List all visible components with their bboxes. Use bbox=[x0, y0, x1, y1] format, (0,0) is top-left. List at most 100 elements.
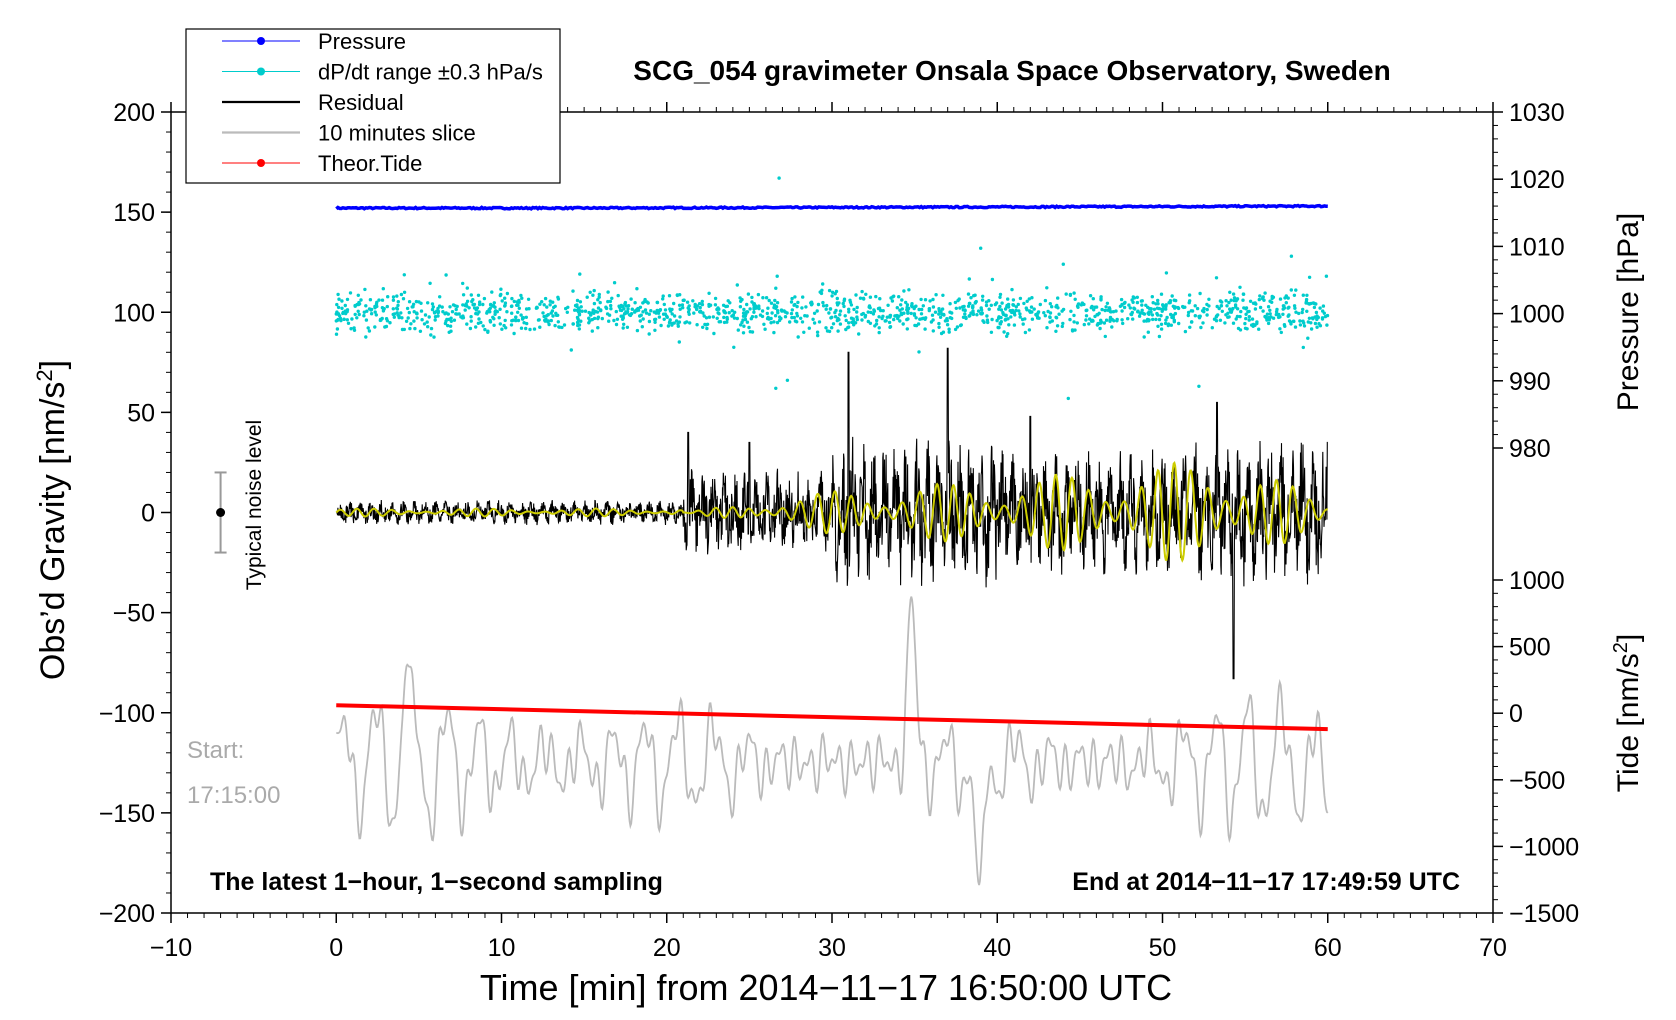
dpdt-point bbox=[483, 327, 487, 332]
dpdt-point bbox=[796, 300, 800, 305]
dpdt-point bbox=[1087, 322, 1091, 326]
dpdt-point bbox=[687, 307, 691, 312]
dpdt-point bbox=[661, 294, 665, 298]
dpdt-point bbox=[621, 326, 625, 330]
dpdt-point bbox=[1009, 315, 1013, 319]
dpdt-point bbox=[1267, 315, 1271, 320]
dpdt-point bbox=[683, 321, 687, 325]
dpdt-point bbox=[1054, 329, 1058, 333]
dpdt-point bbox=[1312, 301, 1317, 306]
dpdt-point bbox=[1099, 321, 1103, 325]
dpdt-point bbox=[1088, 294, 1093, 298]
dpdt-point bbox=[335, 327, 340, 331]
dpdt-point bbox=[461, 303, 465, 307]
dpdt-point bbox=[486, 330, 490, 334]
dpdt-point bbox=[989, 303, 993, 307]
dpdt-point bbox=[1061, 262, 1066, 266]
tide-tick-label: −1500 bbox=[1509, 900, 1579, 928]
dpdt-point bbox=[408, 326, 412, 331]
dpdt-point bbox=[364, 318, 369, 322]
dpdt-point bbox=[795, 304, 799, 309]
dpdt-point bbox=[478, 300, 482, 304]
dpdt-point bbox=[625, 310, 630, 314]
dpdt-point bbox=[871, 312, 876, 316]
dpdt-point bbox=[1241, 298, 1245, 302]
dpdt-point bbox=[385, 304, 389, 309]
dpdt-point bbox=[1006, 297, 1010, 301]
dpdt-point bbox=[1091, 297, 1096, 301]
dpdt-point bbox=[1127, 303, 1131, 307]
dpdt-point bbox=[701, 325, 705, 329]
dpdt-point bbox=[432, 310, 437, 314]
dpdt-point bbox=[1043, 314, 1048, 318]
dpdt-point bbox=[452, 318, 457, 322]
dpdt-point bbox=[668, 320, 672, 324]
dpdt-point bbox=[647, 312, 651, 316]
dpdt-point bbox=[866, 319, 870, 324]
dpdt-point bbox=[546, 320, 550, 324]
dpdt-point bbox=[1084, 314, 1089, 318]
dpdt-point bbox=[524, 315, 528, 319]
dpdt-point bbox=[750, 295, 754, 300]
dpdt-point bbox=[1301, 307, 1305, 312]
dpdt-point bbox=[895, 306, 899, 310]
dpdt-point bbox=[409, 322, 413, 326]
dpdt-point bbox=[1193, 304, 1197, 308]
dpdt-point bbox=[999, 315, 1003, 320]
dpdt-point bbox=[622, 312, 627, 316]
dpdt-point bbox=[425, 320, 429, 324]
dpdt-point bbox=[608, 299, 613, 304]
dpdt-point bbox=[820, 288, 824, 292]
dpdt-point bbox=[1271, 316, 1276, 320]
dpdt-point bbox=[341, 311, 345, 316]
dpdt-point bbox=[1098, 326, 1102, 331]
dpdt-point bbox=[641, 301, 645, 305]
legend-label: dP/dt range ±0.3 hPa/s bbox=[318, 60, 543, 85]
dpdt-point bbox=[1244, 316, 1248, 321]
dpdt-point bbox=[1305, 293, 1309, 297]
dpdt-point bbox=[803, 314, 807, 318]
dpdt-point bbox=[1265, 312, 1270, 316]
dpdt-point bbox=[748, 330, 752, 334]
dpdt-point bbox=[1246, 310, 1250, 314]
dpdt-point bbox=[606, 290, 610, 294]
dpdt-point bbox=[638, 314, 642, 318]
dpdt-point bbox=[842, 304, 846, 309]
dpdt-point bbox=[730, 314, 734, 318]
dpdt-point bbox=[904, 300, 908, 305]
dpdt-point bbox=[860, 312, 864, 317]
dpdt-point bbox=[1189, 320, 1194, 324]
dpdt-point bbox=[1126, 317, 1130, 321]
series-pressure bbox=[335, 203, 1328, 211]
dpdt-point bbox=[1171, 313, 1176, 317]
dpdt-point bbox=[377, 298, 381, 302]
dpdt-point bbox=[1142, 335, 1146, 339]
dpdt-point bbox=[356, 309, 360, 313]
dpdt-point bbox=[766, 306, 770, 310]
dpdt-point bbox=[722, 320, 727, 325]
dpdt-point bbox=[1286, 296, 1290, 300]
dpdt-point bbox=[860, 289, 864, 294]
dpdt-point bbox=[732, 345, 736, 349]
dpdt-point bbox=[775, 274, 779, 278]
dpdt-point bbox=[1011, 303, 1016, 307]
dpdt-point bbox=[464, 302, 468, 306]
dpdt-point bbox=[1312, 305, 1317, 310]
dpdt-point bbox=[373, 304, 377, 309]
dpdt-point bbox=[430, 307, 435, 312]
dpdt-point bbox=[1066, 396, 1071, 401]
y-axis-label-left: Obs’d Gravity [nm/s2] bbox=[32, 360, 73, 680]
dpdt-point bbox=[1205, 302, 1209, 307]
dpdt-point bbox=[1115, 319, 1119, 323]
dpdt-point bbox=[1214, 276, 1219, 280]
x-tick-label: 30 bbox=[818, 934, 846, 962]
dpdt-point bbox=[1142, 312, 1147, 316]
dpdt-point bbox=[556, 295, 560, 299]
dpdt-point bbox=[905, 327, 909, 331]
dpdt-point bbox=[947, 330, 951, 334]
dpdt-point bbox=[509, 323, 514, 327]
dpdt-point bbox=[1163, 321, 1168, 326]
dpdt-point bbox=[874, 294, 878, 299]
dpdt-point bbox=[469, 293, 473, 297]
series-10-minute-slice bbox=[336, 596, 1329, 886]
